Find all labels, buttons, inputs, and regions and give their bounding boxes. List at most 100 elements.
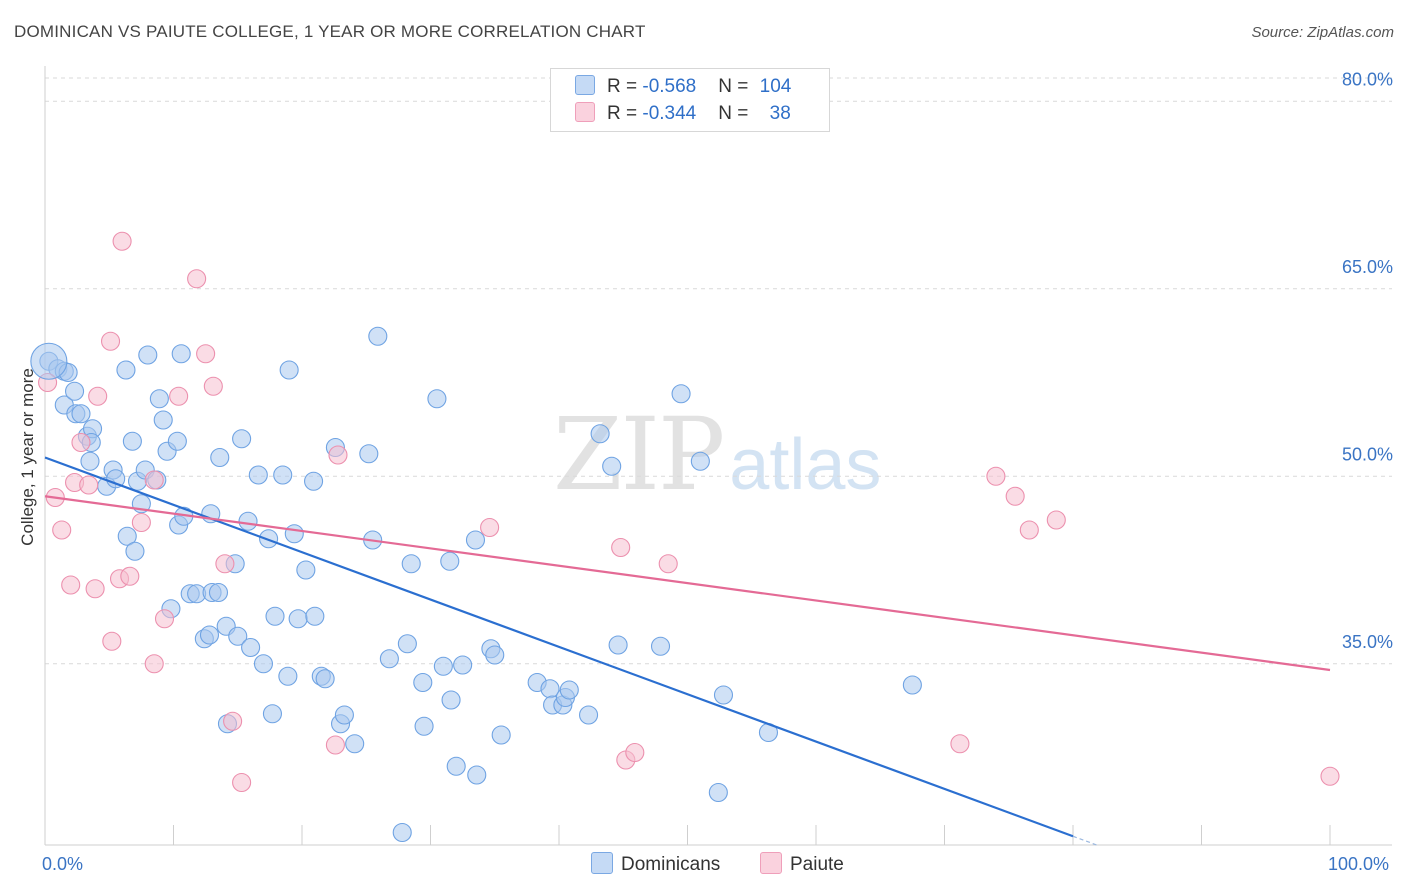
y-tick-label: 80.0% <box>1342 69 1393 89</box>
point-dominicans <box>138 345 158 365</box>
point-dominicans <box>401 554 421 574</box>
point-dominicans <box>671 384 691 404</box>
watermark-atlas: atlas <box>729 425 882 505</box>
point-paiute <box>1019 520 1039 540</box>
point-dominicans <box>278 666 298 686</box>
y-tick-label: 35.0% <box>1342 632 1393 652</box>
point-paiute <box>144 470 164 490</box>
point-dominicans <box>288 609 308 629</box>
point-dominicans <box>433 656 453 676</box>
bottom-legend-paiute: Paiute <box>760 852 844 876</box>
point-dominicans <box>153 410 173 430</box>
point-dominicans <box>467 765 487 785</box>
point-large-dominicans <box>30 342 68 380</box>
point-paiute <box>112 231 132 251</box>
point-dominicans <box>122 431 142 451</box>
bottom-legend-swatch-dominicans <box>591 852 613 874</box>
chart-title: DOMINICAN VS PAIUTE COLLEGE, 1 YEAR OR M… <box>14 22 646 41</box>
trend-lines <box>44 456 1331 847</box>
point-dominicans <box>80 451 100 471</box>
y-tick-label: 50.0% <box>1342 444 1393 464</box>
point-paiute <box>328 445 348 465</box>
point-paiute <box>169 386 189 406</box>
point-dominicans <box>253 654 274 674</box>
point-paiute <box>1320 766 1340 786</box>
point-dominicans <box>199 625 220 645</box>
legend-r-value: -0.344 <box>642 103 697 124</box>
point-dominicans <box>713 685 734 705</box>
legend-swatch-dominicans <box>575 75 595 95</box>
point-dominicans <box>265 606 285 626</box>
point-dominicans <box>334 705 354 725</box>
point-dominicans <box>71 404 91 424</box>
point-paiute <box>79 475 99 495</box>
point-dominicans <box>345 734 365 754</box>
point-paiute <box>232 772 252 793</box>
legend-row-paiute: R = -0.344 N = 38 <box>575 102 791 126</box>
point-paiute <box>215 554 235 574</box>
point-dominicans <box>116 360 136 380</box>
point-dominicans <box>579 705 599 725</box>
point-dominicans <box>228 626 248 646</box>
point-dominicans <box>208 582 229 603</box>
source-label: Source: ZipAtlas.com <box>1251 24 1394 41</box>
point-dominicans <box>559 680 579 700</box>
watermark: ZIPatlas <box>553 396 881 513</box>
point-paiute <box>325 735 345 755</box>
legend-swatch-paiute <box>575 102 595 122</box>
point-dominicans <box>590 424 610 444</box>
x-tick-label: 0.0% <box>42 854 83 874</box>
point-paiute <box>85 579 105 599</box>
point-dominicans <box>708 782 728 803</box>
point-dominicans <box>465 530 486 550</box>
point-dominicans <box>441 690 461 710</box>
point-dominicans <box>379 649 399 669</box>
point-dominicans <box>690 451 710 471</box>
point-paiute <box>144 654 164 674</box>
point-dominicans <box>305 606 325 626</box>
point-dominicans <box>491 725 511 745</box>
trend-line-dominicans <box>44 456 1074 838</box>
point-paiute <box>1005 486 1025 506</box>
point-dominicans <box>485 645 505 665</box>
point-paiute <box>71 432 91 453</box>
legend-n-label: N = <box>718 76 754 97</box>
bottom-legend-swatch-paiute <box>760 852 782 874</box>
point-paiute <box>611 537 631 558</box>
point-paiute <box>950 734 970 754</box>
point-dominicans <box>279 360 299 380</box>
point-dominicans <box>296 560 316 580</box>
legend-n-value: 104 <box>759 76 792 97</box>
point-dominicans <box>262 704 282 724</box>
point-paiute <box>154 609 175 629</box>
point-dominicans <box>397 634 417 654</box>
point-dominicans <box>315 669 335 689</box>
point-paiute <box>187 269 207 289</box>
point-dominicans <box>167 431 187 451</box>
point-paiute <box>625 742 645 763</box>
legend-row-dominicans: R = -0.568 N = 104 <box>575 75 791 99</box>
point-dominicans <box>368 326 388 346</box>
trend-extension-dominicans <box>1072 835 1099 847</box>
point-dominicans <box>65 381 85 401</box>
point-dominicans <box>440 551 460 571</box>
point-paiute <box>223 711 243 731</box>
point-paiute <box>1046 510 1066 530</box>
point-dominicans <box>232 429 252 449</box>
bottom-legend-label: Paiute <box>790 854 844 875</box>
point-dominicans <box>414 716 434 736</box>
point-paiute <box>100 331 121 351</box>
bottom-legend-label: Dominicans <box>621 854 721 875</box>
grid <box>45 77 1392 665</box>
point-dominicans <box>106 469 126 489</box>
legend-n-value: 38 <box>769 103 791 124</box>
point-dominicans <box>359 444 379 464</box>
point-dominicans <box>392 822 412 843</box>
legend-n-label: N = <box>718 103 754 124</box>
point-paiute <box>203 376 223 396</box>
point-dominicans <box>149 389 169 409</box>
point-dominicans <box>171 344 191 364</box>
point-dominicans <box>453 655 473 675</box>
points <box>30 231 1340 843</box>
point-dominicans <box>238 511 258 531</box>
